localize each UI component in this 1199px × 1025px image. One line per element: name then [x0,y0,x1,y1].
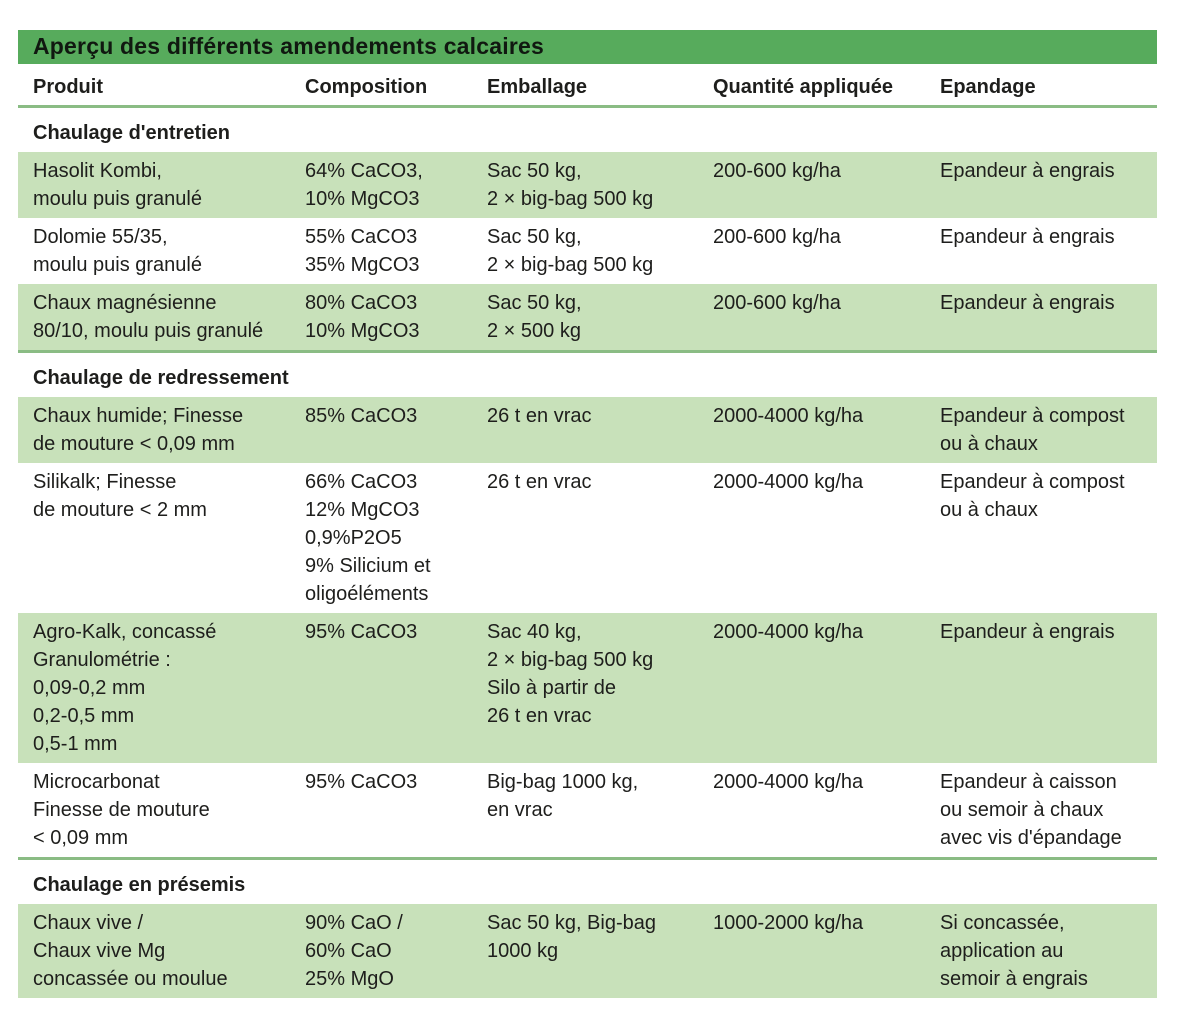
section-heading: Chaulage de redressement [33,367,289,389]
cell-emballage: Sac 50 kg, 2 × big-bag 500 kg [487,160,654,210]
cell-emballage: Sac 50 kg, 2 × 500 kg [487,292,582,342]
table-row: Silikalk; Finesse de mouture < 2 mm 66% … [18,463,1157,613]
lime-amendments-table: Aperçu des différents amendements calcai… [18,30,1157,998]
column-header-produit: Produit [33,76,103,98]
cell-emballage: 26 t en vrac [487,471,592,493]
table-row: Chaux magnésienne 80/10, moulu puis gran… [18,284,1157,353]
cell-composition: 95% CaCO3 [305,621,418,643]
section-chaulage-redressement: Chaulage de redressement Chaux humide; F… [18,353,1157,860]
column-header-epandage: Epandage [940,76,1036,98]
cell-composition: 85% CaCO3 [305,405,418,427]
cell-produit: Dolomie 55/35, moulu puis granulé [33,226,202,276]
cell-produit: Silikalk; Finesse de mouture < 2 mm [33,471,207,521]
table-title: Aperçu des différents amendements calcai… [18,30,1157,64]
cell-epandage: Epandeur à caisson ou semoir à chaux ave… [940,771,1122,849]
cell-produit: Agro-Kalk, concassé Granulométrie : 0,09… [33,621,217,755]
cell-composition: 95% CaCO3 [305,771,418,793]
cell-quantite: 1000-2000 kg/ha [713,912,864,934]
cell-quantite: 200-600 kg/ha [713,160,841,182]
table-row: Dolomie 55/35, moulu puis granulé 55% Ca… [18,218,1157,284]
cell-emballage: Sac 50 kg, Big-bag 1000 kg [487,912,656,962]
table-row: Hasolit Kombi, moulu puis granulé 64% Ca… [18,152,1157,218]
cell-composition: 90% CaO / 60% CaO 25% MgO [305,912,403,990]
cell-quantite: 200-600 kg/ha [713,226,841,248]
cell-quantite: 2000-4000 kg/ha [713,405,864,427]
section-heading: Chaulage en présemis [33,874,246,896]
cell-quantite: 2000-4000 kg/ha [713,771,864,793]
section-chaulage-entretien: Chaulage d'entretien Hasolit Kombi, moul… [18,108,1157,353]
table-row: Microcarbonat Finesse de mouture < 0,09 … [18,763,1157,860]
section-rows: Hasolit Kombi, moulu puis granulé 64% Ca… [18,152,1157,353]
cell-emballage: Big-bag 1000 kg, en vrac [487,771,639,821]
column-header-quantite-appliquee: Quantité appliquée [713,76,894,98]
cell-quantite: 200-600 kg/ha [713,292,841,314]
section-rows: Chaux humide; Finesse de mouture < 0,09 … [18,397,1157,860]
cell-emballage: 26 t en vrac [487,405,592,427]
cell-epandage: Epandeur à compost ou à chaux [940,405,1125,455]
section-rows: Chaux vive / Chaux vive Mg concassée ou … [18,904,1157,998]
cell-epandage: Epandeur à engrais [940,160,1115,182]
cell-epandage: Epandeur à engrais [940,621,1115,643]
table-row: Chaux humide; Finesse de mouture < 0,09 … [18,397,1157,463]
cell-produit: Chaux magnésienne 80/10, moulu puis gran… [33,292,264,342]
cell-epandage: Si concassée, application au semoir à en… [940,912,1088,990]
table-row: Chaux vive / Chaux vive Mg concassée ou … [18,904,1157,998]
cell-produit: Chaux vive / Chaux vive Mg concassée ou … [33,912,228,990]
section-heading: Chaulage d'entretien [33,122,231,144]
cell-quantite: 2000-4000 kg/ha [713,471,864,493]
cell-composition: 64% CaCO3, 10% MgCO3 [305,160,423,210]
table-row: Agro-Kalk, concassé Granulométrie : 0,09… [18,613,1157,763]
column-header-composition: Composition [305,76,428,98]
cell-emballage: Sac 50 kg, 2 × big-bag 500 kg [487,226,654,276]
cell-epandage: Epandeur à compost ou à chaux [940,471,1125,521]
cell-epandage: Epandeur à engrais [940,226,1115,248]
section-chaulage-presemis: Chaulage en présemis Chaux vive / Chaux … [18,860,1157,998]
column-header-emballage: Emballage [487,76,588,98]
cell-epandage: Epandeur à engrais [940,292,1115,314]
cell-composition: 80% CaCO3 10% MgCO3 [305,292,420,342]
cell-emballage: Sac 40 kg, 2 × big-bag 500 kg Silo à par… [487,621,654,727]
cell-produit: Microcarbonat Finesse de mouture < 0,09 … [33,771,210,849]
cell-composition: 66% CaCO3 12% MgCO3 0,9%P2O5 9% Silicium… [305,471,431,605]
cell-produit: Hasolit Kombi, moulu puis granulé [33,160,202,210]
cell-quantite: 2000-4000 kg/ha [713,621,864,643]
cell-produit: Chaux humide; Finesse de mouture < 0,09 … [33,405,244,455]
cell-composition: 55% CaCO3 35% MgCO3 [305,226,420,276]
column-header-row: Produit Composition Emballage Quantité a… [18,71,1157,108]
